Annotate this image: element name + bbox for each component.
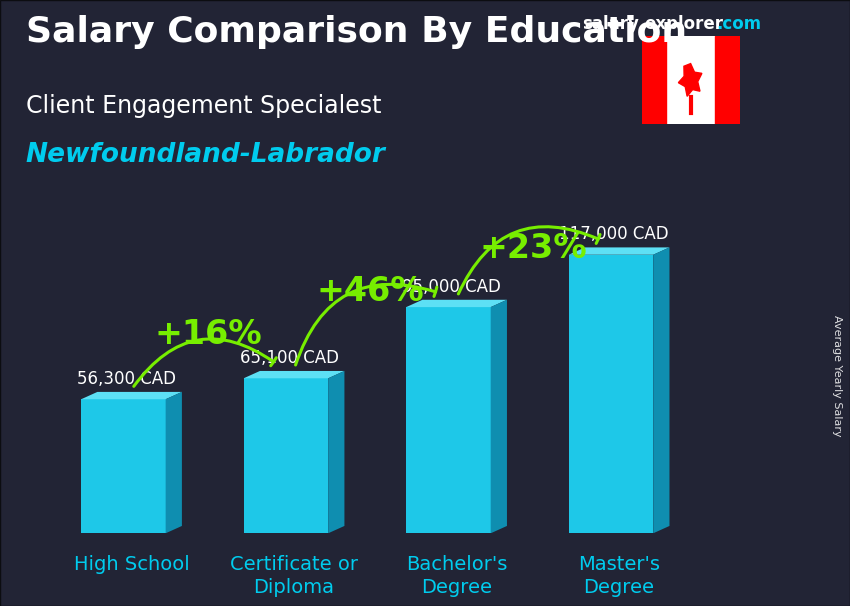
Text: Salary Comparison By Education: Salary Comparison By Education [26, 15, 687, 49]
Polygon shape [678, 64, 702, 96]
Text: +23%: +23% [479, 232, 586, 265]
Polygon shape [654, 247, 670, 533]
Text: Master's
Degree: Master's Degree [578, 555, 660, 598]
Polygon shape [406, 307, 490, 533]
Polygon shape [81, 392, 182, 399]
Text: 95,000 CAD: 95,000 CAD [402, 278, 501, 296]
Polygon shape [244, 371, 344, 378]
Text: High School: High School [74, 555, 190, 574]
Text: Newfoundland-Labrador: Newfoundland-Labrador [26, 142, 385, 168]
Bar [642, 36, 666, 124]
Text: +46%: +46% [316, 275, 424, 308]
Polygon shape [81, 399, 166, 533]
Text: .com: .com [717, 15, 762, 33]
Text: +16%: +16% [154, 319, 262, 351]
Text: 65,100 CAD: 65,100 CAD [240, 349, 338, 367]
Polygon shape [569, 247, 670, 255]
Polygon shape [328, 371, 344, 533]
Polygon shape [569, 255, 654, 533]
Text: 56,300 CAD: 56,300 CAD [77, 370, 176, 388]
Polygon shape [490, 300, 507, 533]
Text: salary: salary [582, 15, 639, 33]
Polygon shape [406, 300, 507, 307]
Text: Client Engagement Specialest: Client Engagement Specialest [26, 94, 381, 118]
Bar [715, 36, 740, 124]
Text: Certificate or
Diploma: Certificate or Diploma [230, 555, 358, 598]
Text: explorer: explorer [644, 15, 723, 33]
Polygon shape [244, 378, 328, 533]
Text: Average Yearly Salary: Average Yearly Salary [832, 315, 842, 436]
Polygon shape [166, 392, 182, 533]
Text: Bachelor's
Degree: Bachelor's Degree [406, 555, 507, 598]
Text: 117,000 CAD: 117,000 CAD [559, 225, 669, 244]
